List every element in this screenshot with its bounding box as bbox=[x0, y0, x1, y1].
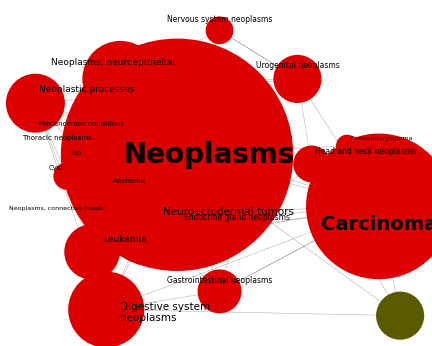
Point bbox=[145, 222, 152, 227]
Point bbox=[124, 131, 131, 136]
Text: Neoplasms, neuroepithelial: Neoplasms, neuroepithelial bbox=[51, 58, 175, 67]
Text: Adenoma: Adenoma bbox=[113, 177, 146, 184]
Point bbox=[216, 28, 223, 33]
Point bbox=[294, 76, 301, 82]
Point bbox=[308, 161, 315, 167]
Point bbox=[397, 313, 403, 318]
Text: Lip: Lip bbox=[71, 150, 82, 156]
Text: Gastrointestinal neoplasms: Gastrointestinal neoplasms bbox=[167, 276, 272, 285]
Text: Neuroectodermal tumors: Neuroectodermal tumors bbox=[163, 207, 294, 217]
Point bbox=[375, 203, 382, 209]
Point bbox=[64, 173, 71, 179]
Point bbox=[82, 158, 89, 164]
Text: Leukemia: Leukemia bbox=[103, 235, 146, 244]
Text: Endocrine gland neoplasms: Endocrine gland neoplasms bbox=[184, 212, 290, 221]
Point bbox=[216, 289, 223, 294]
Point bbox=[234, 225, 241, 230]
Point bbox=[174, 152, 181, 157]
Point bbox=[32, 100, 39, 106]
Text: Head and neck neoplasms: Head and neck neoplasms bbox=[315, 147, 416, 156]
Point bbox=[103, 213, 110, 218]
Text: Neoplastic processes: Neoplastic processes bbox=[39, 85, 134, 94]
Point bbox=[106, 185, 113, 191]
Text: Nervous system neoplasms: Nervous system neoplasms bbox=[167, 15, 272, 24]
Point bbox=[117, 76, 124, 82]
Point bbox=[89, 249, 95, 255]
Text: Digestive system
neoplasms: Digestive system neoplasms bbox=[121, 302, 210, 324]
Point bbox=[343, 143, 350, 148]
Text: Cyst: Cyst bbox=[48, 165, 64, 172]
Text: Neoplasms: Neoplasms bbox=[123, 141, 295, 169]
Text: Neoplasms, connective tissue: Neoplasms, connective tissue bbox=[9, 206, 103, 211]
Text: Urogenital neoplasms: Urogenital neoplasms bbox=[256, 61, 339, 70]
Text: Precancerous conditions: Precancerous conditions bbox=[39, 121, 124, 127]
Text: Thoracic neoplasms: Thoracic neoplasms bbox=[22, 135, 92, 141]
Text: Craniopharyngioma: Craniopharyngioma bbox=[350, 136, 413, 141]
Point bbox=[103, 307, 110, 312]
Text: Carcinoma: Carcinoma bbox=[321, 215, 432, 234]
Point bbox=[92, 143, 99, 148]
